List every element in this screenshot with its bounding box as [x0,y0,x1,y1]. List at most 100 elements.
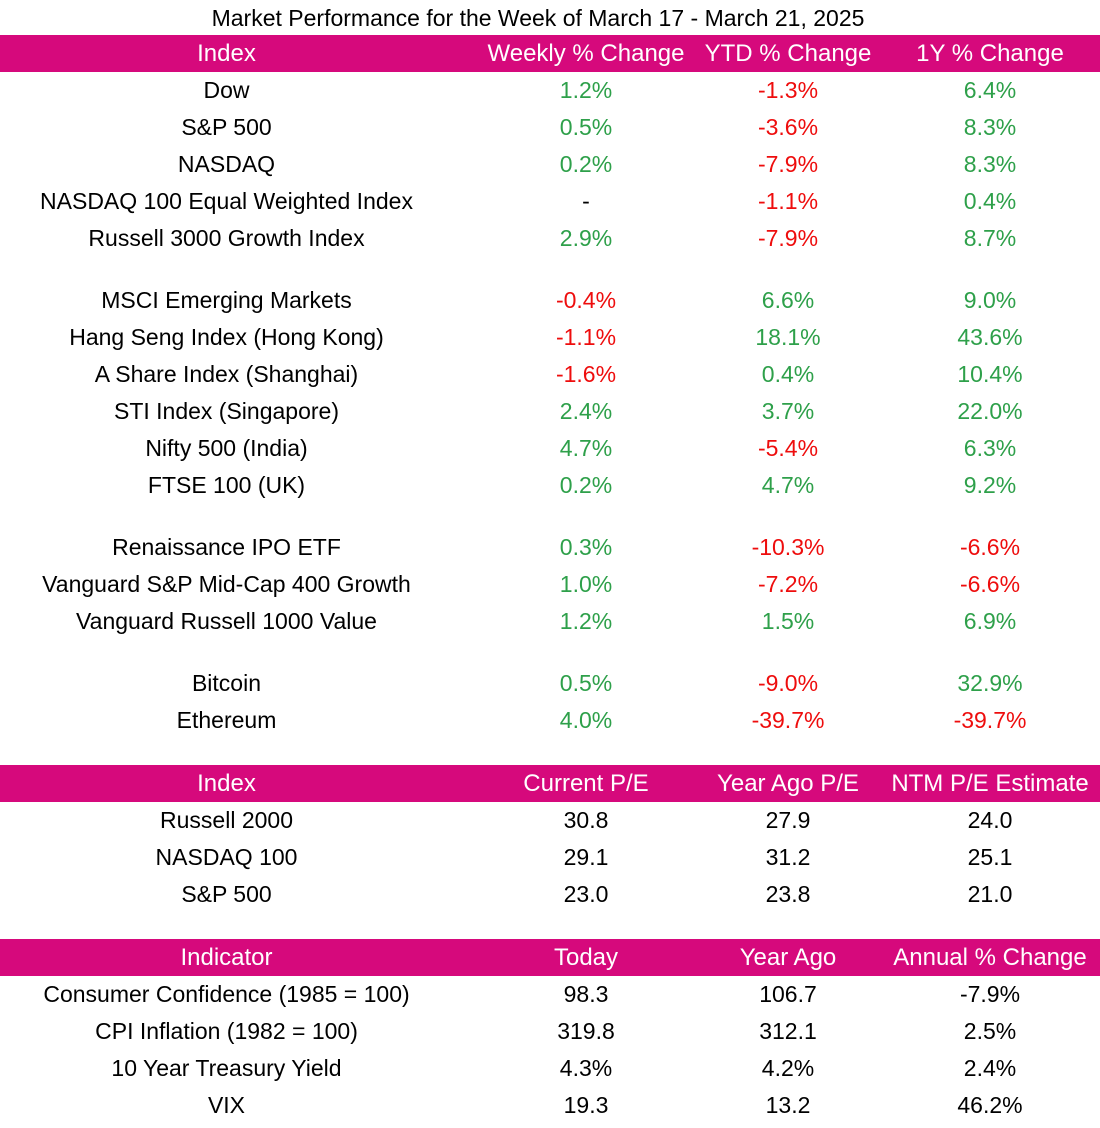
table-row: S&P 500 23.0 23.8 21.0 [0,876,1100,913]
table-cell: 23.0 [563,881,609,907]
table-cell: 46.2% [957,1092,1023,1118]
table-cell: -7.9% [757,151,819,177]
table-cell: 4.3% [559,1055,613,1081]
table-row: NASDAQ 0.2% -7.9% 8.3% [0,146,1100,183]
table-cell: 4.7% [559,435,613,461]
table-cell: -9.0% [757,670,819,696]
table-cell: 6.4% [963,77,1017,103]
page-title: Market Performance for the Week of March… [211,5,865,31]
row-label: Consumer Confidence (1985 = 100) [43,981,410,1007]
table-row: NASDAQ 100 Equal Weighted Index - -1.1% 0.4… [0,183,1100,220]
row-label: Ethereum [176,707,277,733]
table-cell: 13.2 [765,1092,811,1118]
row-label: STI Index (Singapore) [113,398,339,424]
table-cell: 9.2% [963,472,1017,498]
performance-header: Index Weekly % Change YTD % Change 1Y % Cha… [0,35,1100,72]
row-label: Russell 2000 [160,807,293,833]
table-cell: -5.4% [757,435,819,461]
table-row: Vanguard Russell 1000 Value 1.2% 1.5% 6.9% [0,603,1100,640]
table-cell: 22.0% [957,398,1023,424]
table-row: MSCI Emerging Markets -0.4% 6.6% 9.0% [0,282,1100,319]
table-cell: -7.2% [757,571,819,597]
table-cell: 29.1 [563,844,609,870]
row-label: MSCI Emerging Markets [101,287,352,313]
table-cell: 8.7% [963,225,1017,251]
table-row: Renaissance IPO ETF 0.3% -10.3% -6.6% [0,529,1100,566]
table-cell: 24.0 [967,807,1013,833]
row-label: CPI Inflation (1982 = 100) [95,1018,358,1044]
column-header: Current P/E [523,770,649,797]
table-cell: 4.0% [559,707,613,733]
table-cell: 25.1 [967,844,1013,870]
column-header: Index [197,40,256,67]
table-cell: -7.9% [757,225,819,251]
table-cell: -39.7% [751,707,825,733]
table-cell: 1.0% [559,571,613,597]
table-cell: 27.9 [765,807,811,833]
table-row: Hang Seng Index (Hong Kong) -1.1% 18.1% 43.… [0,319,1100,356]
table-cell: 2.4% [963,1055,1017,1081]
table-cell: 4.7% [761,472,815,498]
row-label: Vanguard Russell 1000 Value [76,608,377,634]
table-row: Nifty 500 (India) 4.7% -5.4% 6.3% [0,430,1100,467]
table-row: Bitcoin 0.5% -9.0% 32.9% [0,665,1100,702]
row-label: Hang Seng Index (Hong Kong) [69,324,384,350]
row-label: NASDAQ 100 Equal Weighted Index [40,188,413,214]
table-cell: 1.5% [761,608,815,634]
table-row: Consumer Confidence (1985 = 100) 98.3 106.… [0,976,1100,1013]
table-cell: 0.3% [559,534,613,560]
table-row: A Share Index (Shanghai) -1.6% 0.4% 10.4% [0,356,1100,393]
table-cell: 0.5% [559,670,613,696]
row-label: Dow [203,77,250,103]
column-header: 1Y % Change [916,40,1064,67]
table-cell: 19.3 [563,1092,609,1118]
table-cell: 30.8 [563,807,609,833]
table-cell: 0.2% [559,472,613,498]
row-label: FTSE 100 (UK) [147,472,306,498]
table-cell: 0.4% [761,361,815,387]
table-cell: 32.9% [957,670,1023,696]
table-row: Russell 3000 Growth Index 2.9% -7.9% 8.7% [0,220,1100,257]
table-cell: 2.9% [559,225,613,251]
column-header: YTD % Change [704,40,872,67]
table-row: STI Index (Singapore) 2.4% 3.7% 22.0% [0,393,1100,430]
column-header: NTM P/E Estimate [891,770,1089,797]
table-cell: 0.2% [559,151,613,177]
table-cell: 106.7 [759,981,817,1007]
valuation-header: Index Current P/E Year Ago P/E NTM P/E Esti… [0,765,1100,802]
table-row: S&P 500 0.5% -3.6% 8.3% [0,109,1100,146]
table-cell: 312.1 [759,1018,817,1044]
table-row: Ethereum 4.0% -39.7% -39.7% [0,702,1100,739]
table-row: CPI Inflation (1982 = 100) 319.8 312.1 2.5% [0,1013,1100,1050]
table-cell: 98.3 [563,981,609,1007]
column-header: Index [197,770,256,797]
table-cell: 2.5% [963,1018,1017,1044]
table-cell: -6.6% [959,534,1021,560]
row-label: VIX [207,1092,246,1118]
table-cell: 3.7% [761,398,815,424]
table-row: Russell 2000 30.8 27.9 24.0 [0,802,1100,839]
indicators-header: Indicator Today Year Ago Annual % Change [0,939,1100,976]
table-cell: -1.3% [757,77,819,103]
table-cell: 0.4% [963,188,1017,214]
table-cell: 6.9% [963,608,1017,634]
table-cell: -3.6% [757,114,819,140]
table-cell: 8.3% [963,114,1017,140]
column-header: Year Ago [739,944,837,971]
table-cell: -7.9% [959,981,1021,1007]
table-cell: 1.2% [559,608,613,634]
table-row: VIX 19.3 13.2 46.2% [0,1087,1100,1124]
table-row: Dow 1.2% -1.3% 6.4% [0,72,1100,109]
table-cell: 21.0 [967,881,1013,907]
table-cell: 31.2 [765,844,811,870]
row-label: Renaissance IPO ETF [112,534,341,560]
table-cell: -6.6% [959,571,1021,597]
table-cell: 23.8 [765,881,811,907]
row-label: 10 Year Treasury Yield [111,1055,342,1081]
table-cell: 10.4% [957,361,1023,387]
table-cell: -39.7% [953,707,1027,733]
table-cell: 2.4% [559,398,613,424]
table-cell: 6.3% [963,435,1017,461]
column-header: Annual % Change [893,944,1087,971]
row-label: NASDAQ [177,151,276,177]
